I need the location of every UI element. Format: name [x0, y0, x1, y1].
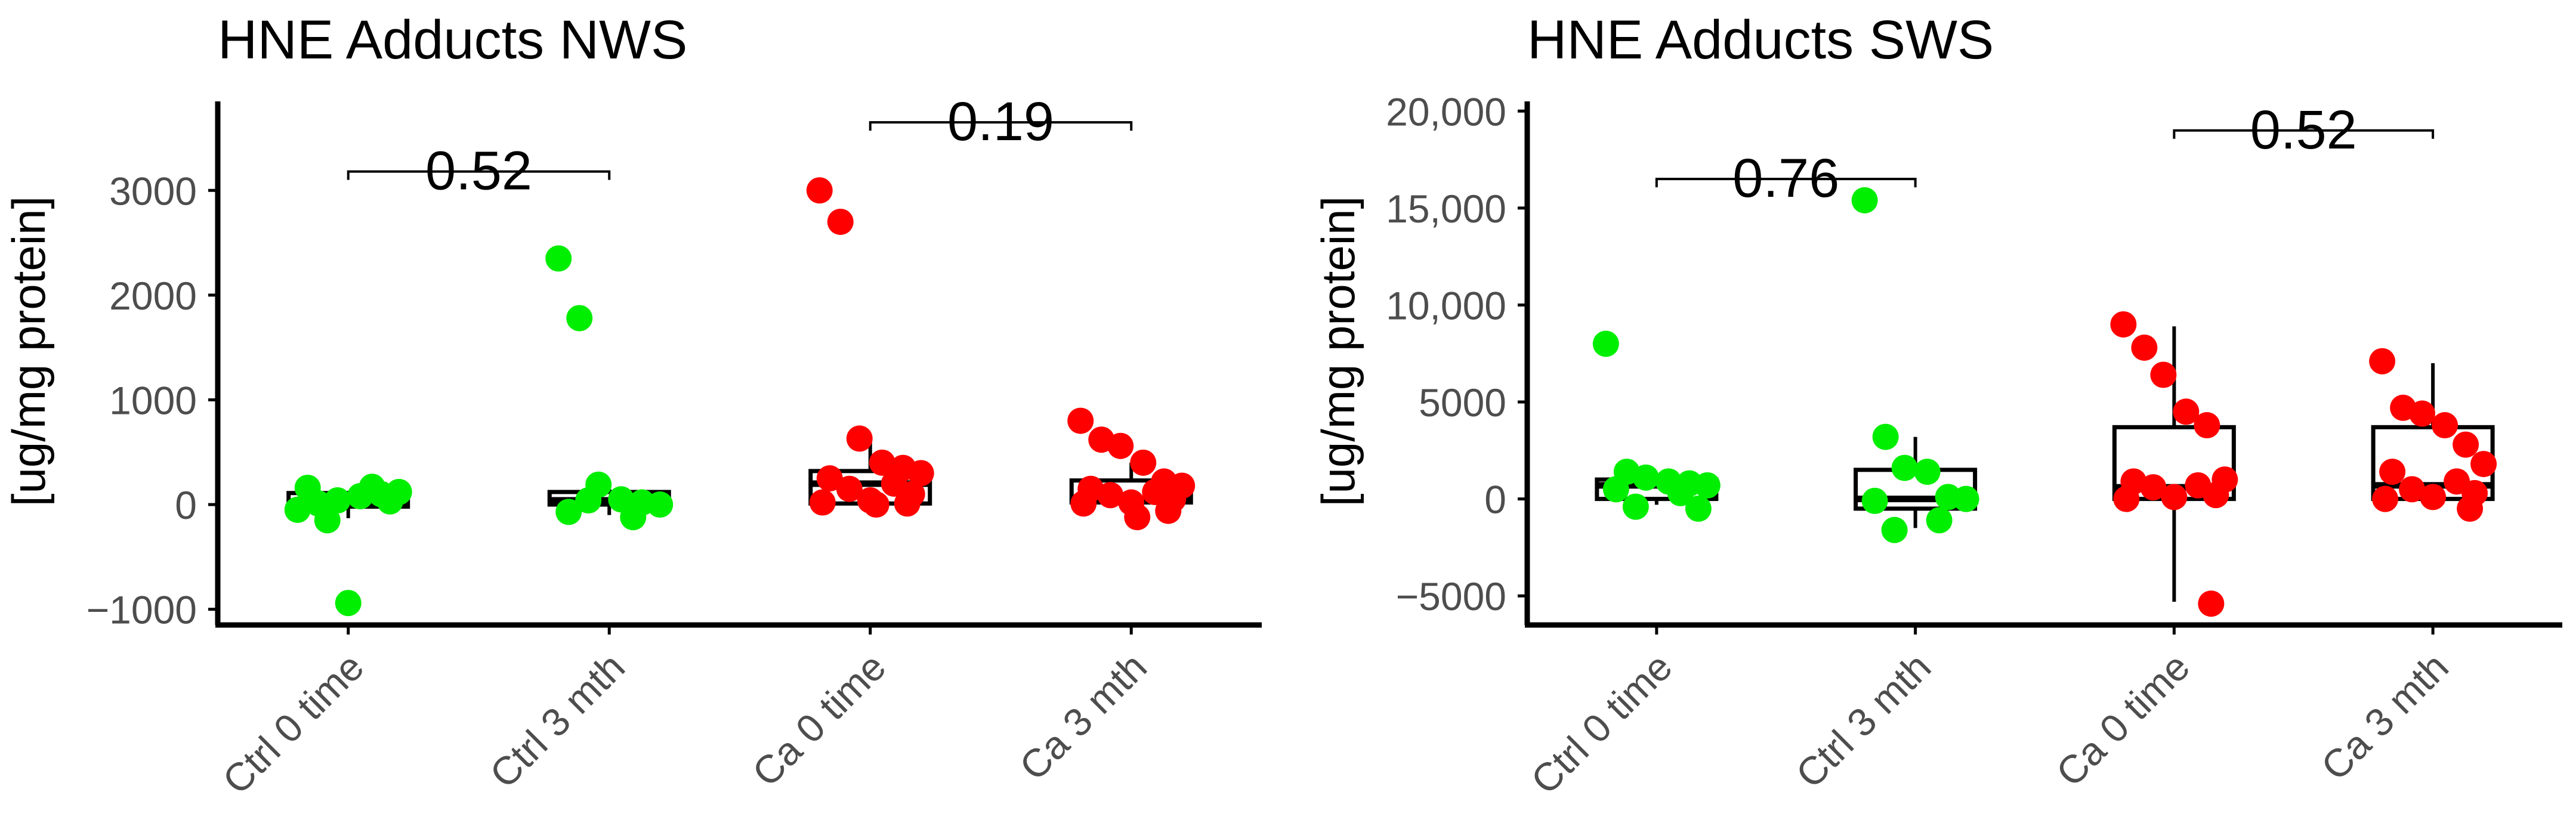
- data-point: [2161, 484, 2188, 510]
- data-point: [2369, 348, 2396, 375]
- x-tick-label: Ca 0 time: [2047, 645, 2198, 795]
- data-point: [816, 465, 843, 492]
- data-point: [1861, 487, 1888, 514]
- data-point: [335, 590, 362, 617]
- y-tick-label: −1000: [87, 588, 197, 632]
- data-point: [566, 305, 593, 332]
- data-point: [1872, 423, 1899, 450]
- data-point: [2150, 361, 2177, 388]
- data-point: [1667, 479, 1694, 506]
- p-value-label: 0.76: [1732, 148, 1839, 209]
- data-point: [284, 496, 311, 523]
- x-tick-label: Ctrl 3 mth: [1787, 645, 1939, 797]
- data-point: [294, 474, 321, 501]
- x-tick-label: Ctrl 0 time: [214, 645, 372, 803]
- data-point: [2173, 398, 2200, 425]
- chart-title: HNE Adducts SWS: [1527, 10, 1994, 70]
- x-tick-label: Ca 3 mth: [1011, 645, 1155, 789]
- chart-panel-1: HNE Adducts NWS [ug/mg protein] −1000 0 1000…: [2, 10, 1262, 803]
- data-point: [2194, 412, 2220, 439]
- data-point: [2453, 431, 2479, 458]
- y-tick-label: 5000: [1419, 380, 1506, 425]
- data-point: [1155, 497, 1182, 524]
- comparison-bracket: [2173, 129, 2435, 139]
- y-axis-label: [ug/mg protein]: [1312, 196, 1364, 506]
- y-tick-label: 15,000: [1386, 187, 1506, 231]
- data-point: [1851, 187, 1878, 213]
- p-value-label: 0.19: [947, 91, 1054, 152]
- data-point: [545, 245, 572, 272]
- data-point: [1107, 432, 1134, 459]
- y-tick-label: 20,000: [1386, 89, 1506, 134]
- chart-title: HNE Adducts NWS: [218, 10, 687, 70]
- x-tick-label: Ctrl 0 time: [1522, 645, 1681, 803]
- data-point: [1914, 459, 1941, 485]
- comparison-bracket: [1655, 178, 1917, 188]
- y-tick-label: 0: [1484, 478, 1506, 522]
- data-point: [1592, 330, 1619, 357]
- data-point: [894, 490, 921, 517]
- data-point: [2113, 485, 2140, 512]
- data-point: [1602, 476, 1629, 503]
- data-point: [1632, 464, 1659, 491]
- data-point: [1685, 495, 1712, 522]
- data-point: [2409, 400, 2436, 427]
- data-point: [2457, 495, 2484, 522]
- data-point: [2399, 476, 2426, 503]
- data-point: [359, 474, 385, 500]
- data-point: [324, 487, 351, 514]
- data-point: [314, 507, 341, 534]
- y-axis-label: [ug/mg protein]: [2, 196, 55, 506]
- data-point: [1953, 485, 1979, 512]
- x-tick-label: Ctrl 3 mth: [481, 645, 634, 797]
- data-point: [846, 425, 873, 452]
- data-point: [809, 489, 836, 516]
- data-point: [376, 488, 403, 515]
- data-point: [2379, 459, 2406, 485]
- x-tick-label: Ca 3 mth: [2312, 645, 2457, 789]
- data-point: [1622, 493, 1649, 520]
- y-tick-label: 0: [175, 483, 197, 527]
- data-point: [555, 499, 582, 525]
- data-point: [2131, 334, 2158, 361]
- data-point: [1881, 516, 1908, 543]
- data-point: [2198, 590, 2225, 617]
- data-point: [1891, 454, 1918, 481]
- data-point: [2372, 485, 2399, 512]
- data-point: [647, 491, 674, 518]
- y-tick-label: −5000: [1396, 574, 1506, 618]
- data-point: [1926, 507, 1953, 534]
- data-point: [863, 491, 889, 518]
- data-point: [836, 475, 863, 502]
- data-point: [1097, 482, 1124, 509]
- data-point: [806, 177, 833, 204]
- x-tick-label: Ca 0 time: [744, 645, 894, 795]
- y-tick-label: 1000: [109, 378, 197, 422]
- data-point: [869, 449, 895, 476]
- y-tick-label: 3000: [109, 169, 197, 213]
- comparison-bracket: [347, 170, 611, 180]
- chart-panel-2: HNE Adducts SWS [ug/mg protein] −5000 0 5000…: [1312, 10, 2562, 803]
- data-point: [2110, 311, 2137, 338]
- data-point: [575, 487, 602, 514]
- data-point: [1124, 504, 1151, 531]
- data-point: [2203, 482, 2229, 509]
- comparison-bracket: [869, 121, 1133, 131]
- data-point: [1067, 407, 1094, 434]
- data-point: [907, 460, 934, 487]
- data-point: [2470, 451, 2497, 478]
- data-point: [2432, 412, 2458, 439]
- y-tick-label: 10,000: [1386, 283, 1506, 327]
- data-point: [1130, 449, 1157, 476]
- data-point: [2140, 474, 2167, 501]
- data-point: [827, 208, 854, 235]
- y-tick-label: 2000: [109, 274, 197, 318]
- p-value-label: 0.52: [2250, 100, 2357, 160]
- data-point: [620, 504, 647, 531]
- data-point: [1694, 472, 1721, 499]
- p-value-label: 0.52: [425, 141, 532, 202]
- data-point: [2420, 484, 2447, 510]
- data-point: [1070, 490, 1097, 517]
